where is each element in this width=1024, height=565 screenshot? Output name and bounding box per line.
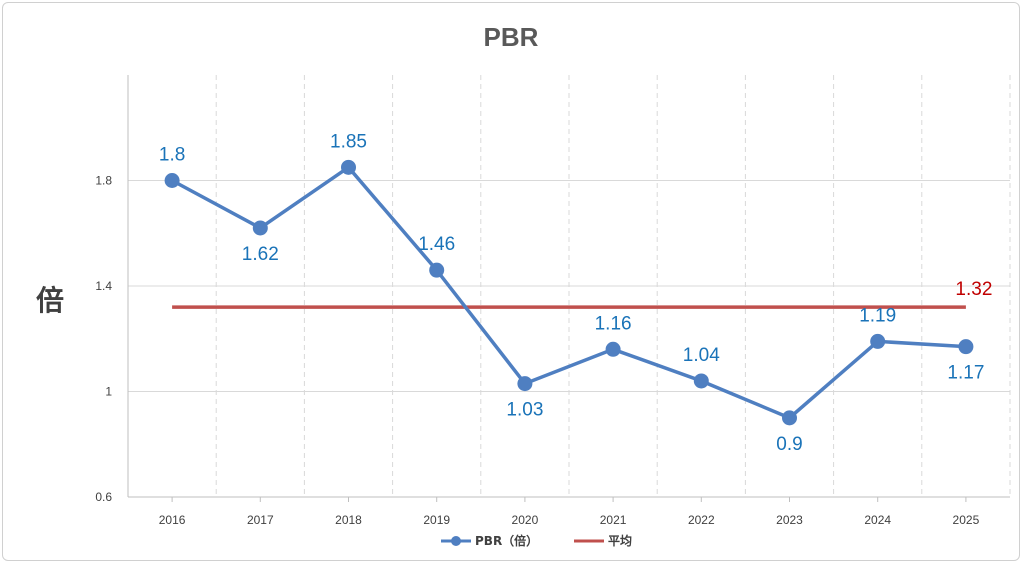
pbr-data-point (870, 333, 886, 349)
pbr-data-point (782, 410, 797, 426)
x-tick-label: 2016 (159, 513, 186, 527)
chart-title: PBR (484, 22, 539, 52)
pbr-series (164, 159, 974, 426)
x-tick-label: 2022 (688, 513, 715, 527)
x-tick-labels: 2016 2017 2018 2019 2020 2021 2022 2023 2024 2025 (159, 513, 980, 527)
pbr-data-point (517, 376, 533, 392)
x-tick-label: 2019 (423, 513, 450, 527)
pbr-data-point (605, 341, 621, 357)
pbr-series-line (171, 165, 967, 420)
x-tick-label: 2021 (600, 513, 627, 527)
pbr-data-point (252, 220, 268, 236)
y-tick-labels: 0.6 1 1.4 1.8 (95, 174, 112, 505)
x-tick-label: 2020 (512, 513, 539, 527)
pbr-data-label: 1.46 (418, 234, 455, 255)
y-tick-label: 0.6 (95, 490, 112, 504)
pbr-data-label: 1.04 (683, 345, 720, 366)
y-tick-label: 1 (105, 385, 112, 399)
data-labels: 1.8 1.62 1.85 1.46 1.03 1.16 1.04 0.9 1.19 1.17 (159, 131, 985, 455)
pbr-data-label: 0.9 (776, 434, 802, 455)
pbr-data-point (429, 262, 445, 278)
pbr-data-point (958, 339, 974, 355)
x-tick-label: 2017 (247, 513, 274, 527)
pbr-data-point (693, 373, 709, 389)
pbr-data-label: 1.8 (159, 145, 185, 166)
y-axis-label: 倍 (36, 284, 64, 317)
pbr-data-label: 1.19 (859, 305, 896, 326)
pbr-data-label: 1.16 (595, 313, 632, 334)
grid-lines (128, 75, 1011, 498)
x-tick-label: 2025 (953, 513, 980, 527)
axes (127, 75, 1010, 502)
x-tick-label: 2018 (335, 513, 362, 527)
legend-average-label: 平均 (608, 533, 632, 548)
y-tick-label: 1.4 (95, 279, 112, 293)
pbr-data-label: 1.85 (330, 131, 367, 152)
pbr-data-point (164, 173, 180, 188)
legend-pbr-marker-icon (451, 536, 461, 546)
legend: PBR（倍） 平均 (441, 533, 632, 548)
pbr-data-label: 1.17 (947, 363, 984, 384)
pbr-data-label: 1.62 (242, 244, 279, 265)
x-tick-label: 2023 (776, 513, 803, 527)
average-data-label: 1.32 (955, 279, 992, 300)
pbr-data-point (341, 159, 356, 175)
average-series: 1.32 (172, 279, 992, 309)
legend-pbr-label: PBR（倍） (475, 533, 538, 548)
x-tick-label: 2024 (864, 513, 891, 527)
pbr-data-label: 1.03 (506, 400, 543, 421)
y-tick-label: 1.8 (95, 174, 112, 188)
